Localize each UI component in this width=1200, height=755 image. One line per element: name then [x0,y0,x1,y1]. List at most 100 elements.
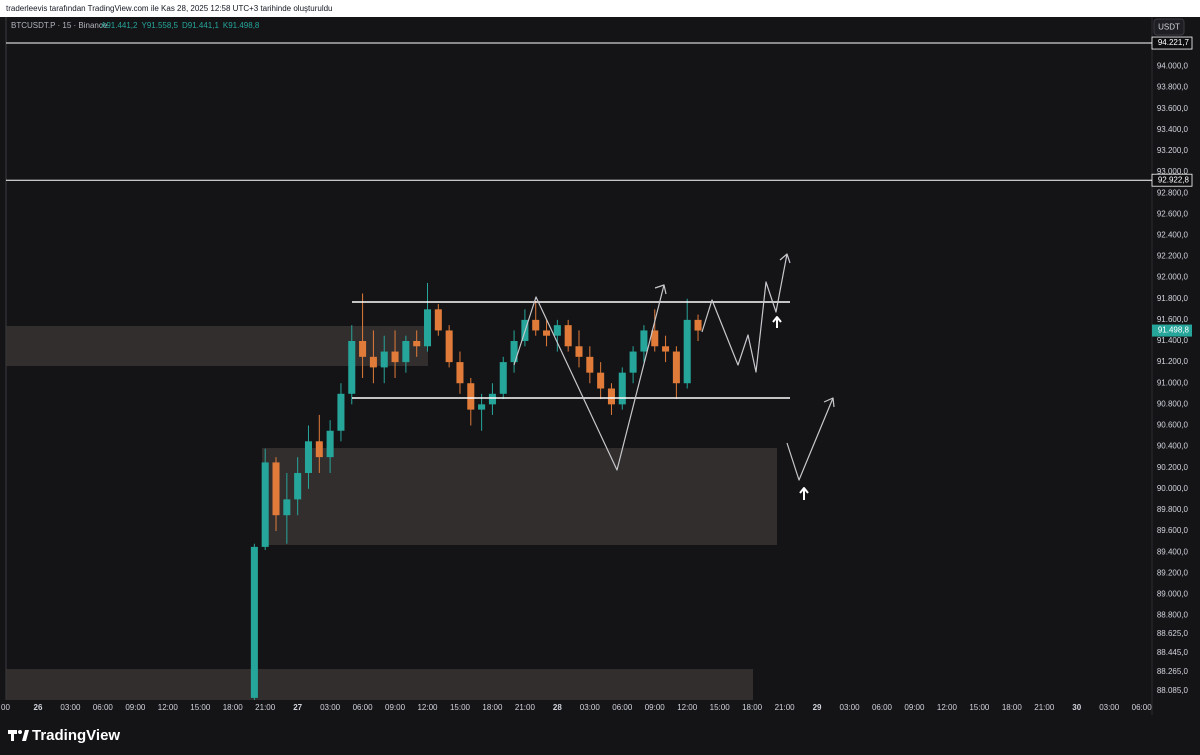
candle-body [369,356,377,368]
logo-icon [8,730,29,741]
zone [6,669,753,700]
y-tick-label: 91.600,0 [1157,315,1189,324]
arrow-head [823,397,835,408]
candle-body [348,340,356,394]
footer [0,715,1200,755]
y-tick-label: 90.200,0 [1157,463,1189,472]
ohlc-legend: A91.441,2 Y91.558,5 D91.441,1 K91.498,8 [101,21,260,30]
zone [6,326,428,366]
y-tick-label: 89.400,0 [1157,547,1189,556]
candle-body [510,340,518,363]
y-tick-label: 88.800,0 [1157,611,1189,620]
y-tick-label: 92.600,0 [1157,209,1189,218]
currency-label: USDT [1158,23,1180,32]
candle-body [499,362,507,394]
candle-body [337,393,345,431]
y-tick-label: 93.600,0 [1157,104,1189,113]
price-tag-label: 92.922,8 [1158,175,1190,184]
y-tick-label: 94.000,0 [1157,62,1189,71]
y-tick-label: 92.800,0 [1157,188,1189,197]
candle-body [694,319,702,331]
y-tick-label: 93.000,0 [1157,167,1189,176]
last-price-label: 91.498,8 [1158,326,1190,335]
path-arrow [786,397,834,481]
x-tick-label: 28 [553,703,562,712]
price-tag-label: 94.221,7 [1158,38,1190,47]
candle-body [597,372,605,389]
x-tick-label: 18:00 [742,703,763,712]
x-tick-label: 09:00 [125,703,146,712]
drawings [6,326,777,700]
x-tick-label: 09:00 [645,703,666,712]
candle-body [445,330,453,363]
y-tick-label: 92.000,0 [1157,273,1189,282]
path-arrow [701,253,788,373]
candle-body [532,319,540,331]
candle-body [423,309,432,347]
y-tick-label: 91.400,0 [1157,336,1189,345]
x-tick-label: 06:00 [872,703,893,712]
candle-body [629,351,637,373]
y-tick-label: 92.400,0 [1157,231,1189,240]
candle-body [456,362,464,384]
x-tick-label: 15:00 [190,703,211,712]
zone [262,448,777,545]
candle-body [250,546,258,698]
candle-body [261,462,269,547]
price-tag [1151,173,1193,187]
ohlc-value: K91.498,8 [223,21,260,30]
x-tick-label: 15:00 [450,703,471,712]
path-arrow [513,284,665,471]
candle-body [672,351,680,384]
y-tick-label: 91.800,0 [1157,294,1189,303]
y-tick-label: 90.400,0 [1157,442,1189,451]
y-tick-label: 91.200,0 [1157,357,1189,366]
y-tick-label: 88.625,0 [1157,629,1189,638]
y-tick-label: 89.000,0 [1157,590,1189,599]
candle-body [618,372,626,405]
x-tick-label: 12:00 [417,703,438,712]
arrow-head [779,253,791,264]
x-tick-label: 06:00 [353,703,374,712]
currency-button[interactable] [1153,18,1185,36]
y-tick-label: 92.200,0 [1157,252,1189,261]
x-tick-label: 03:00 [1099,703,1120,712]
x-tick-label: 06:00 [612,703,633,712]
x-tick-label: 09:00 [385,703,406,712]
x-tick-label: 12:00 [158,703,179,712]
annotations [352,253,835,500]
y-tick-label: 89.800,0 [1157,505,1189,514]
y-tick-label: 93.400,0 [1157,125,1189,134]
ohlc-value: Y91.558,5 [141,21,178,30]
x-tick-label: 30 [1072,703,1081,712]
x-tick-label: 21:00 [775,703,796,712]
x-tick-label: 00 [1,703,10,712]
x-tick-label: 03:00 [580,703,601,712]
candle-body [294,472,302,500]
candle-body [467,383,475,410]
x-tick-label: 26 [34,703,43,712]
candles [250,282,702,700]
candle-body [315,441,323,458]
up-arrow [772,316,782,328]
y-tick-label: 90.000,0 [1157,484,1189,493]
x-tick-label: 03:00 [60,703,81,712]
y-tick-label: 91.000,0 [1157,378,1189,387]
candle-body [564,325,572,347]
candle-body [380,351,388,368]
logo-shape [22,730,29,741]
logo-shape [11,730,14,741]
attribution: traderleevis tarafından TradingView.com … [6,4,333,13]
x-tick-label: 18:00 [482,703,503,712]
candle-body [662,346,670,352]
symbol: BTCUSDT.P · 15 · Binance [11,21,108,30]
x-tick-label: 27 [293,703,302,712]
y-tick-label: 93.200,0 [1157,146,1189,155]
ohlc-value: A91.441,2 [101,21,138,30]
candle-body [391,351,399,363]
candle-body [488,393,496,405]
y-tick-label: 93.800,0 [1157,83,1189,92]
x-tick-label: 21:00 [515,703,536,712]
candle-body [586,356,594,373]
